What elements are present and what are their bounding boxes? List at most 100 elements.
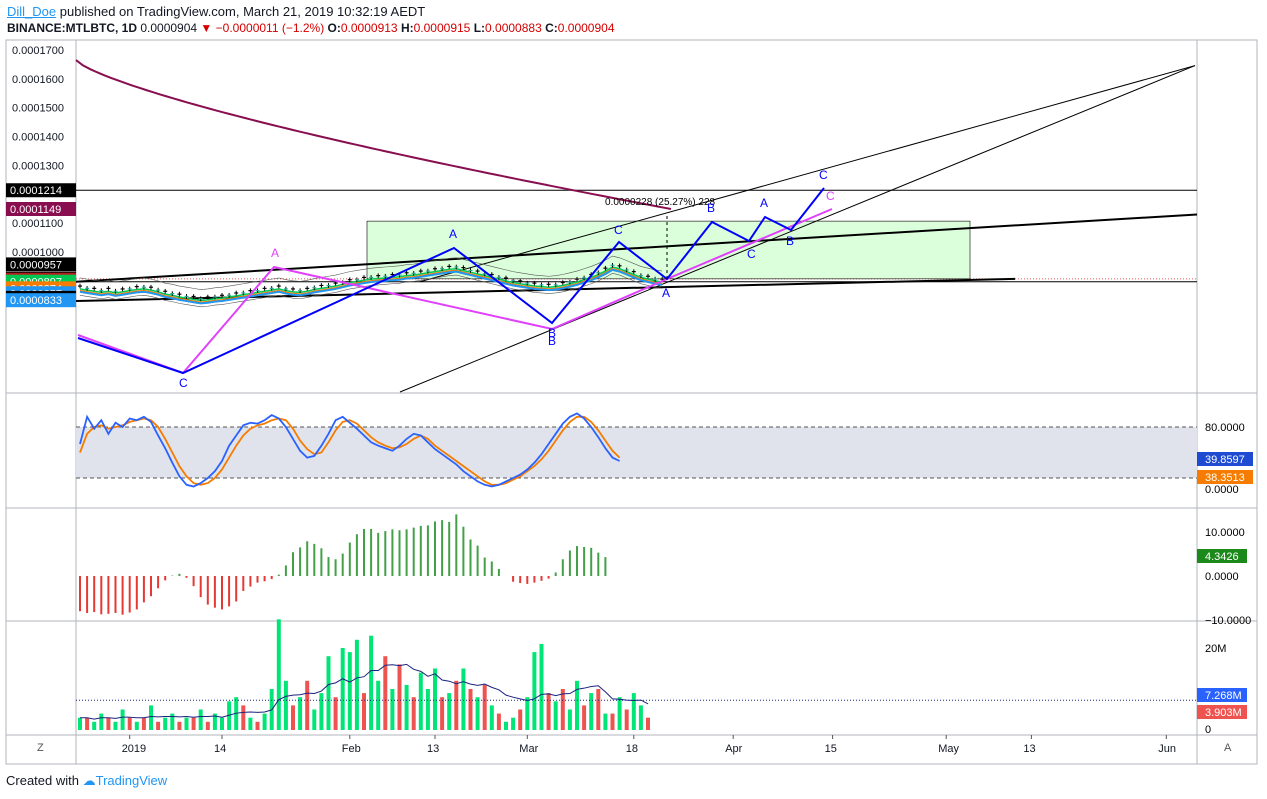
candle-body [234,292,239,294]
volume-ma-tag [1197,688,1247,702]
hist-tick: 0.0000 [1205,571,1239,583]
time-tick-label: May [938,743,959,755]
stoch-k-tag [1197,452,1253,466]
wave-label: C [179,376,188,390]
volume-bar [638,705,643,730]
volume-value: 3.903M [1205,707,1242,719]
volume-tag [1197,705,1247,719]
candle-body [447,265,452,268]
candle-body [333,282,338,284]
candle-body [582,277,587,279]
candle-body [149,286,153,288]
volume-bar [603,713,608,730]
price-label-bg [6,257,76,272]
candle-body [567,281,572,283]
volume-bar [184,717,189,730]
hist-tick: 10.0000 [1205,527,1245,539]
volume-bar [518,709,523,730]
volume-bar [163,717,168,730]
candle-body [184,295,189,298]
candle-body [653,278,658,280]
candle-body [397,274,402,276]
volume-bar [205,721,210,730]
time-tick-label: 13 [1023,743,1035,755]
zoom-reset-button[interactable]: Z [37,742,44,754]
candle-body [560,282,565,284]
stoch-tick: 80.0000 [1205,422,1245,434]
candle-body [575,278,579,280]
down-triangle-icon: ▼ [200,21,213,35]
candle-body [298,290,303,292]
candle-body [504,277,508,279]
published-text: published on TradingView.com, March 21, … [59,4,426,19]
volume-bar [283,680,288,730]
volume-bar [106,717,111,730]
wave-label: C [819,168,828,182]
volume-bar [354,639,359,730]
volume-bar [347,652,352,730]
volume-bar [149,705,153,730]
candle-body [120,288,125,290]
volume-bar [575,680,579,730]
candle-body [461,267,466,269]
candle-body [78,285,82,287]
hist-tick: −10.0000 [1205,615,1251,627]
open-label: O: [327,21,341,35]
price-tick-label: 0.0001600 [12,74,64,86]
volume-bar [319,693,324,730]
volume-bar [504,721,508,730]
volume-bar [177,721,182,730]
candle-body [511,280,516,282]
candle-body [191,295,196,298]
volume-bar [511,717,516,730]
volume-bar [85,717,90,730]
price-label-bg [6,183,76,198]
author-link[interactable]: Dill_Doe [7,4,57,19]
volume-bar [383,656,388,730]
stoch-d-tag [1197,470,1253,484]
candle-body [425,270,430,272]
volume-bar [170,713,175,730]
volume-bar [340,648,345,730]
candle-body [347,279,352,281]
volume-bar [525,697,530,730]
volume-tick: 20M [1205,643,1226,655]
volume-bar [560,689,565,730]
wave-label: C [614,223,623,237]
candle-body [482,273,487,275]
volume-bar [376,680,381,730]
candle-body [638,275,643,277]
wave-label: C [826,189,835,203]
volume-bar [156,721,161,730]
volume-bar [198,709,203,730]
candle-body [376,275,381,277]
volume-bar [397,664,402,730]
volume-bar [539,643,544,730]
tradingview-logo-icon[interactable]: ☁ [82,773,96,788]
volume-bar [418,672,423,730]
candle-body [141,286,146,288]
close-value: 0.0000904 [557,21,615,35]
volume-bar [248,717,253,730]
candle-body [362,276,366,278]
candle-body [383,275,388,277]
volume-bar [617,697,622,730]
candle-body [177,293,182,295]
candle-body [305,287,310,289]
price-label-bg [6,202,76,217]
volume-bar [631,693,636,730]
candle-body [475,270,480,272]
volume-bar [468,689,473,730]
candle-body [163,290,168,292]
close-label: C: [545,21,558,35]
candle-body [227,294,232,296]
time-tick-label: 13 [427,743,439,755]
tradingview-brand[interactable]: TradingView [95,773,168,788]
volume-bar [191,717,196,730]
volume-bar [369,635,374,730]
auto-scale-button[interactable]: A [1224,742,1232,754]
time-tick-label: Jun [1158,743,1176,755]
price-tick-label: 0.0001000 [12,247,64,259]
time-tick-label: 14 [214,743,226,755]
